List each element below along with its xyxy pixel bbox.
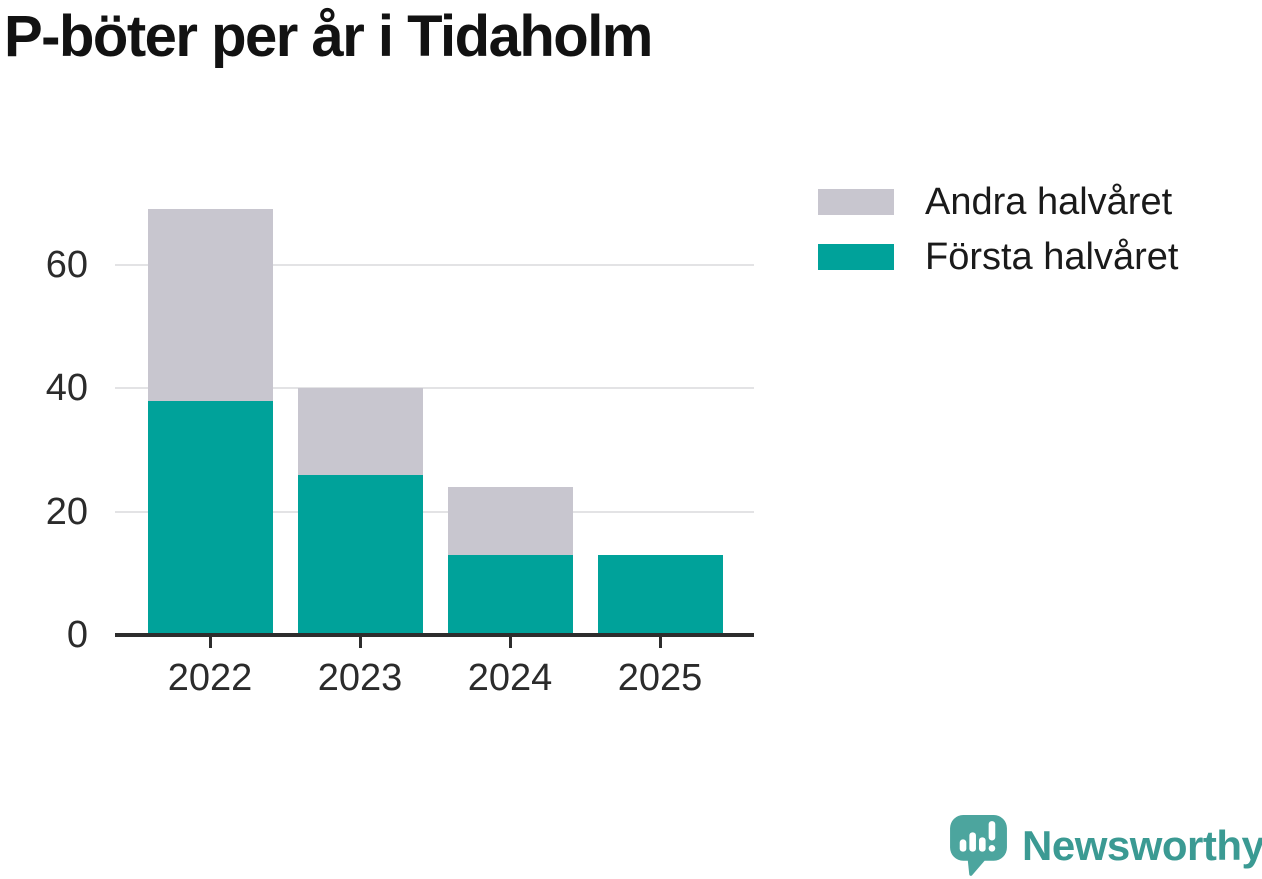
- gridline-20: [115, 510, 754, 513]
- chart-title: P-böter per år i Tidaholm: [4, 4, 653, 69]
- legend-label-1: Första halvåret: [925, 236, 1179, 278]
- x-label-2022: 2022: [167, 657, 253, 699]
- newsworthy-brand: Newsworthy: [946, 812, 1262, 877]
- legend-swatch-1: [818, 244, 894, 270]
- y-tick-label-0: 0: [66, 614, 88, 656]
- newsworthy-brand-name: Newsworthy: [1022, 821, 1262, 869]
- legend-swatch-0: [818, 189, 894, 215]
- x-tick-2023: [358, 637, 362, 648]
- x-axis-line: [115, 633, 754, 637]
- y-tick-label-40: 40: [45, 367, 88, 410]
- newsworthy-logo-icon: [950, 815, 1007, 876]
- x-label-2023: 2023: [317, 657, 403, 699]
- bar-2023-andra: [297, 388, 423, 475]
- x-label-2024: 2024: [467, 657, 553, 699]
- bar-2022-andra: [147, 209, 273, 401]
- x-tick-2022: [208, 637, 212, 648]
- x-tick-2025: [658, 637, 662, 648]
- gridline-60: [115, 263, 754, 266]
- y-tick-label-20: 20: [45, 490, 88, 533]
- y-axis-labels: 0 20 40 60: [0, 200, 88, 670]
- bar-2024-forsta: [447, 554, 573, 635]
- legend-row-0: Andra halvåret: [818, 183, 1178, 221]
- x-tick-2024: [508, 637, 512, 648]
- bar-2024-andra: [447, 486, 573, 555]
- legend-row-1: Första halvåret: [818, 238, 1178, 276]
- legend-label-0: Andra halvåret: [925, 181, 1173, 223]
- bar-2022-forsta: [147, 400, 273, 635]
- bar-2025-forsta: [597, 554, 723, 635]
- plot-area: 2022 2023 2024 2025: [115, 200, 754, 699]
- x-label-2025: 2025: [617, 657, 703, 699]
- gridline-40: [115, 387, 754, 390]
- legend: Andra halvåret Första halvåret: [818, 183, 1178, 299]
- bar-2023-forsta: [297, 474, 423, 635]
- y-tick-label-60: 60: [45, 243, 88, 286]
